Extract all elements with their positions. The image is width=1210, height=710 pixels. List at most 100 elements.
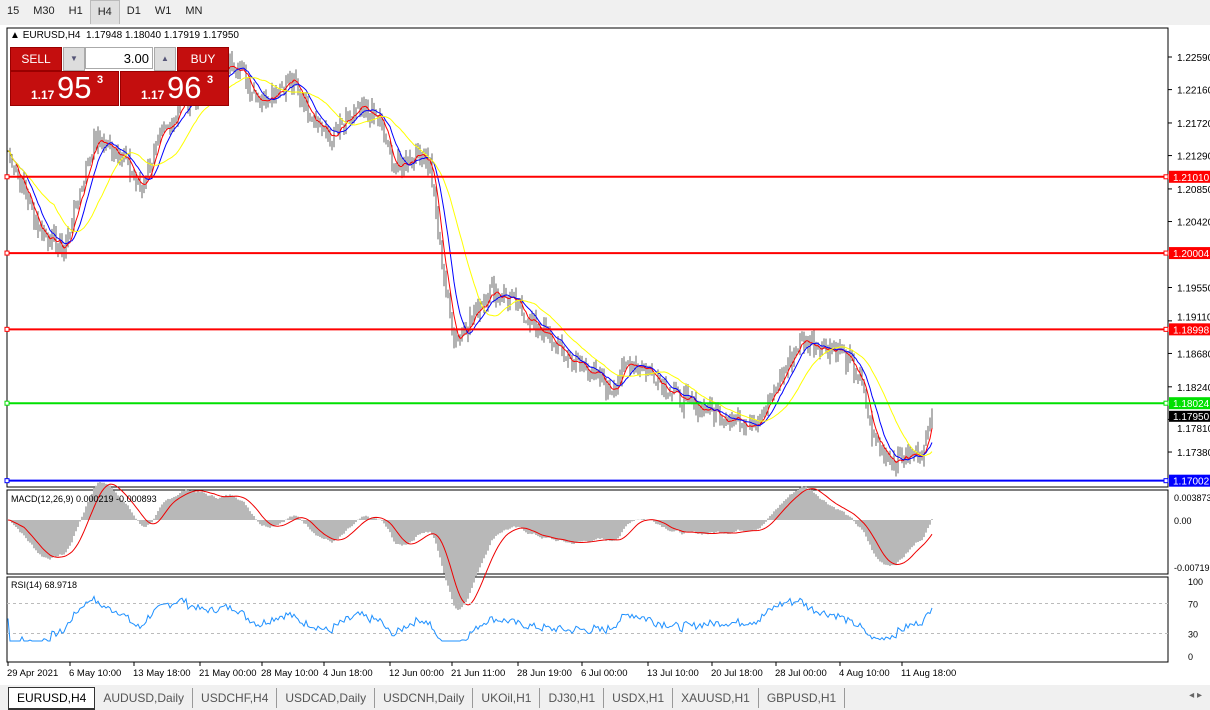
line-handle [4, 174, 10, 180]
x-tick-label: 6 May 10:00 [69, 668, 121, 679]
x-tick-label: 28 Jul 00:00 [775, 668, 827, 679]
price-label-bg [1169, 397, 1210, 410]
rsi-tick-label: 0 [1188, 652, 1193, 662]
timeframe-mn[interactable]: MN [185, 5, 203, 17]
y-tick-label: 1.21290 [1177, 152, 1210, 163]
sell-price-fraction: 3 [97, 74, 104, 86]
y-tick-label: 1.20850 [1177, 185, 1210, 196]
timeframe-h1[interactable]: H1 [68, 5, 83, 17]
price-label: 1.18024 [1173, 399, 1210, 410]
timeframe-m30[interactable]: M30 [33, 5, 55, 17]
macd-tick-label: 0.00 [1174, 516, 1192, 526]
x-tick-label: 13 May 18:00 [133, 668, 191, 679]
timeframe-d1[interactable]: D1 [126, 5, 141, 17]
x-tick-label: 29 Apr 2021 [7, 668, 58, 679]
price-label-bg [1169, 247, 1210, 260]
chart-tab[interactable]: UKOil,H1 [473, 688, 541, 708]
y-tick-label: 1.20420 [1177, 218, 1210, 229]
sell-price[interactable]: 1.17 95 3 [10, 70, 119, 106]
rsi-line [7, 595, 933, 642]
price-label: 1.21010 [1173, 173, 1210, 184]
buy-button[interactable]: BUY [177, 47, 229, 71]
rsi-label: RSI(14) 68.9718 [11, 580, 77, 590]
buy-price-prefix: 1.17 [141, 88, 165, 102]
price-chart[interactable]: 1.210101.200041.189981.180241.170021.179… [0, 25, 1210, 685]
chart-header: ▲ EURUSD,H4 1.17948 1.18040 1.17919 1.17… [10, 30, 239, 41]
chart-tab[interactable]: USDCHF,H4 [193, 688, 278, 708]
chart-tab[interactable]: USDX,H1 [604, 688, 674, 708]
x-tick-label: 20 Jul 18:00 [711, 668, 763, 679]
line-handle [4, 478, 10, 484]
y-tick-label: 1.17380 [1177, 448, 1210, 459]
x-tick-label: 28 May 10:00 [261, 668, 319, 679]
x-tick-label: 11 Aug 18:00 [901, 668, 956, 679]
line-handle [1163, 174, 1169, 180]
x-tick-label: 6 Jul 00:00 [581, 668, 627, 679]
timeframe-h4[interactable]: H4 [89, 0, 120, 24]
x-tick-label: 21 Jun 11:00 [451, 668, 505, 679]
x-tick-label: 12 Jun 00:00 [389, 668, 444, 679]
price-label: 1.17002 [1173, 477, 1210, 488]
y-tick-label: 1.18240 [1177, 383, 1210, 394]
rsi-tick-label: 100 [1188, 577, 1203, 587]
timeframe-w1[interactable]: W1 [154, 5, 172, 17]
timeframe-toolbar: 15 M30 H1 H4 D1 W1 MN [0, 0, 209, 24]
y-tick-label: 1.19550 [1177, 283, 1210, 294]
rsi-panel-frame [6, 576, 1169, 663]
lot-size-input[interactable]: 3.00 [85, 47, 153, 69]
buy-price[interactable]: 1.17 96 3 [120, 70, 229, 106]
current-price-label: 1.17950 [1173, 412, 1210, 423]
price-label-bg [1169, 170, 1210, 183]
price-label-bg [1169, 474, 1210, 487]
chart-tab[interactable]: USDCAD,Daily [277, 688, 376, 708]
chart-symbol: EURUSD,H4 [22, 30, 81, 41]
y-tick-label: 1.22160 [1177, 86, 1210, 97]
macd-tick-label: -0.00719 [1174, 563, 1210, 573]
x-tick-label: 21 May 00:00 [199, 668, 257, 679]
price-label-bg [1169, 323, 1210, 336]
rsi-tick-label: 70 [1188, 600, 1198, 610]
rsi-tick-label: 30 [1188, 630, 1198, 640]
timeframe-15[interactable]: 15 [7, 5, 20, 17]
chart-tab[interactable]: AUDUSD,Daily [95, 688, 194, 708]
main-plot-frame [6, 27, 1169, 488]
tab-scroll-arrows[interactable]: ◂ ▸ [1189, 690, 1202, 701]
current-price-bg [1169, 410, 1210, 422]
x-tick-label: 28 Jun 19:00 [517, 668, 572, 679]
chart-tabs: EURUSD,H4 AUDUSD,Daily USDCHF,H4 USDCAD,Dai… [0, 686, 1210, 710]
moving-average-line [7, 65, 933, 464]
line-handle [1163, 478, 1169, 484]
chart-tab[interactable]: XAUUSD,H1 [673, 688, 759, 708]
chart-tab[interactable]: EURUSD,H4 [8, 686, 96, 710]
chart-tab[interactable]: GBPUSD,H1 [759, 688, 846, 708]
y-tick-label: 1.22590 [1177, 53, 1210, 64]
buy-price-pips: 96 [167, 70, 202, 105]
price-label: 1.20004 [1173, 249, 1210, 260]
chart-tab[interactable]: USDCNH,Daily [375, 688, 474, 708]
ohlc-values: 1.17948 1.18040 1.17919 1.17950 [86, 30, 239, 41]
moving-average-line [7, 67, 933, 461]
y-tick-label: 1.21720 [1177, 119, 1210, 130]
collapse-icon[interactable]: ▲ [10, 30, 23, 41]
y-tick-label: 1.17810 [1177, 424, 1210, 435]
line-handle [1163, 250, 1169, 256]
line-handle [4, 326, 10, 332]
chart-tab[interactable]: DJ30,H1 [540, 688, 605, 708]
moving-average-line [7, 76, 933, 457]
line-handle [4, 400, 10, 406]
x-tick-label: 4 Aug 10:00 [839, 668, 890, 679]
line-handle [4, 250, 10, 256]
x-tick-label: 4 Jun 18:00 [323, 668, 373, 679]
x-tick-label: 13 Jul 10:00 [647, 668, 699, 679]
macd-signal-line [7, 483, 933, 606]
line-handle [1163, 400, 1169, 406]
sell-price-pips: 95 [57, 70, 92, 105]
macd-tick-label: 0.003873 [1174, 493, 1210, 503]
y-tick-label: 1.18680 [1177, 349, 1210, 360]
buy-price-fraction: 3 [207, 74, 214, 86]
sell-button[interactable]: SELL [10, 47, 62, 71]
lot-decrease-button[interactable]: ▼ [63, 47, 85, 71]
y-tick-label: 1.19110 [1177, 312, 1210, 323]
lot-increase-button[interactable]: ▲ [154, 47, 176, 71]
chart-window[interactable]: 1.21010 1.20004 1.18998 1.18024 1.17002 1.179… [0, 25, 1210, 685]
